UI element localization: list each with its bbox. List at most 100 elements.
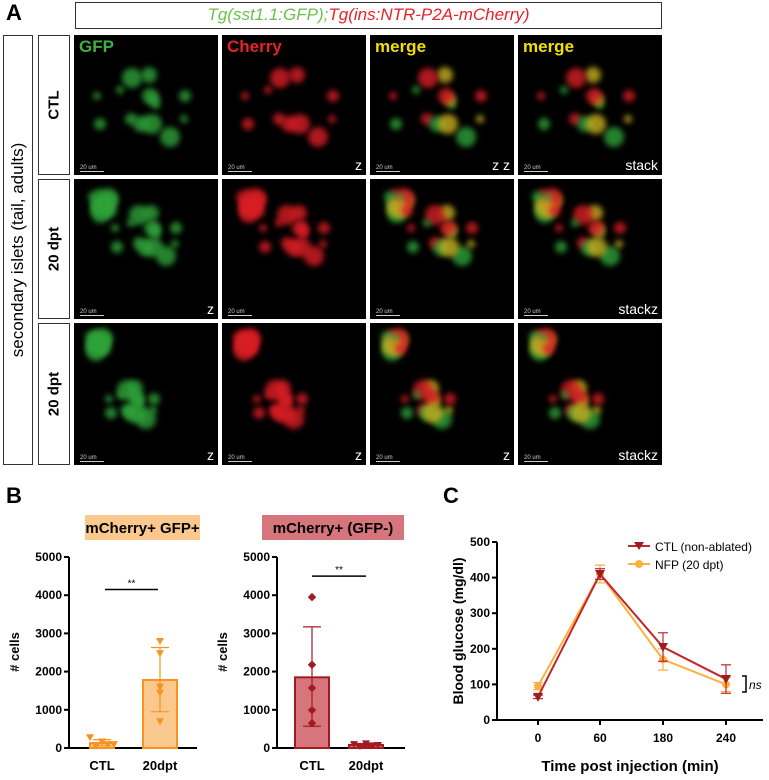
- micrograph: merge 20 um z z: [370, 35, 514, 175]
- panel-label-b: B: [6, 483, 22, 508]
- data-point: [307, 718, 317, 728]
- micrograph: 20 um z: [74, 179, 218, 319]
- x-tick-label: 0: [535, 731, 542, 745]
- chart-title: mCherry+ (GFP-): [273, 520, 393, 537]
- x-tick-label: CTL: [89, 758, 114, 773]
- y-tick-label: 300: [470, 606, 490, 620]
- row-label-box: CTL: [38, 35, 70, 175]
- chart-title-bg: [262, 515, 404, 540]
- row-label-box: 20 dpt: [38, 179, 70, 319]
- scale-bar: 20 um: [376, 165, 400, 172]
- significance-label: **: [335, 565, 343, 576]
- micrograph: 20 um stackz: [518, 323, 662, 465]
- micrograph: 20 um stackz: [518, 179, 662, 319]
- y-tick-label: 4000: [243, 588, 270, 602]
- micrograph: 20 um: [370, 179, 514, 319]
- data-point: [307, 660, 317, 669]
- significance-label: **: [128, 578, 136, 589]
- channel-label: merge: [375, 37, 427, 56]
- y-axis-label: Blood glucose (mg/dl): [450, 558, 466, 705]
- transgene-title: Tg(sst1.1:GFP);Tg(ins:NTR-P2A-mCherry): [75, 2, 662, 29]
- series-line: [537, 572, 727, 687]
- y-tick-label: 4000: [35, 588, 62, 602]
- y-axis-label: # cells: [7, 632, 22, 672]
- view-label: z: [207, 447, 214, 463]
- y-tick-label: 400: [470, 571, 490, 585]
- channel-label: Cherry: [227, 37, 282, 56]
- y-tick-label: 0: [55, 741, 62, 755]
- y-tick-label: 2000: [35, 665, 62, 679]
- view-label: z: [355, 447, 362, 463]
- scale-bar: 20 um: [228, 309, 252, 316]
- micrograph: 20 um z: [222, 323, 366, 465]
- x-tick-label: 240: [716, 731, 736, 745]
- scale-bar: 20 um: [524, 309, 548, 316]
- data-point: [104, 741, 112, 749]
- legend-label: CTL (non-ablated): [655, 540, 752, 554]
- data-point: [110, 741, 118, 749]
- legend-marker: [635, 560, 643, 568]
- data-point: [156, 718, 164, 726]
- ns-bracket: [742, 675, 747, 693]
- data-point: [533, 692, 543, 702]
- scale-bar: 20 um: [376, 455, 400, 462]
- x-tick-label: 180: [653, 731, 673, 745]
- scale-bar: 20 um: [524, 455, 548, 462]
- view-label: z: [503, 447, 510, 463]
- x-tick-label: 60: [593, 731, 607, 745]
- data-point: [374, 741, 382, 749]
- series-line: [537, 572, 727, 698]
- data-point: [98, 738, 106, 746]
- channel-label: merge: [523, 37, 575, 56]
- scale-bar: 20 um: [376, 309, 400, 316]
- micrograph: Cherry 20 um z: [222, 35, 366, 175]
- micrograph: 20 um: [222, 179, 366, 319]
- data-point: [92, 742, 100, 750]
- y-tick-label: 5000: [35, 550, 62, 564]
- view-label: stack: [625, 157, 658, 173]
- scale-bar: 20 um: [228, 165, 252, 172]
- data-point: [307, 592, 317, 602]
- scale-bar: 20 um: [80, 455, 104, 462]
- data-point: [356, 743, 364, 751]
- data-point: [307, 683, 317, 693]
- panel-label-a: A: [6, 0, 22, 25]
- y-tick-label: 1000: [35, 703, 62, 717]
- micrograph: GFP 20 um: [74, 35, 218, 175]
- data-point: [368, 742, 376, 750]
- y-tick-label: 0: [483, 713, 490, 727]
- data-point: [156, 650, 164, 658]
- y-tick-label: 2000: [243, 665, 270, 679]
- title-cherry: Tg(ins:NTR-P2A-mCherry): [328, 5, 530, 24]
- data-point: [534, 682, 542, 691]
- y-tick-label: 5000: [243, 550, 270, 564]
- x-tick-label: 20dpt: [143, 758, 178, 773]
- ns-label: ns: [749, 678, 762, 692]
- y-tick-label: 3000: [35, 626, 62, 640]
- scale-bar: 20 um: [80, 165, 104, 172]
- y-tick-label: 500: [470, 535, 490, 549]
- y-tick-label: 200: [470, 642, 490, 656]
- data-point: [595, 570, 605, 580]
- micrograph: 20 um z: [370, 323, 514, 465]
- view-label: z: [355, 157, 362, 173]
- y-axis-label: # cells: [215, 632, 230, 672]
- y-tick-label: 100: [470, 677, 490, 691]
- data-point: [721, 675, 731, 685]
- legend-marker: [634, 542, 644, 550]
- data-point: [350, 741, 358, 749]
- chart-title: mCherry+ GFP+: [85, 520, 199, 537]
- row-label-box: 20 dpt: [38, 323, 70, 465]
- data-point: [86, 734, 94, 742]
- micrograph: 20 um z: [74, 323, 218, 465]
- x-tick-label: 20dpt: [349, 758, 384, 773]
- data-point: [307, 705, 317, 715]
- x-tick-label: CTL: [299, 758, 324, 773]
- data-point: [658, 643, 668, 653]
- scale-bar: 20 um: [524, 165, 548, 172]
- scale-bar: 20 um: [80, 309, 104, 316]
- y-tick-label: 3000: [243, 626, 270, 640]
- view-label: z z: [492, 157, 510, 173]
- micrograph: merge 20 um stack: [518, 35, 662, 175]
- panel-label-c: C: [443, 483, 459, 508]
